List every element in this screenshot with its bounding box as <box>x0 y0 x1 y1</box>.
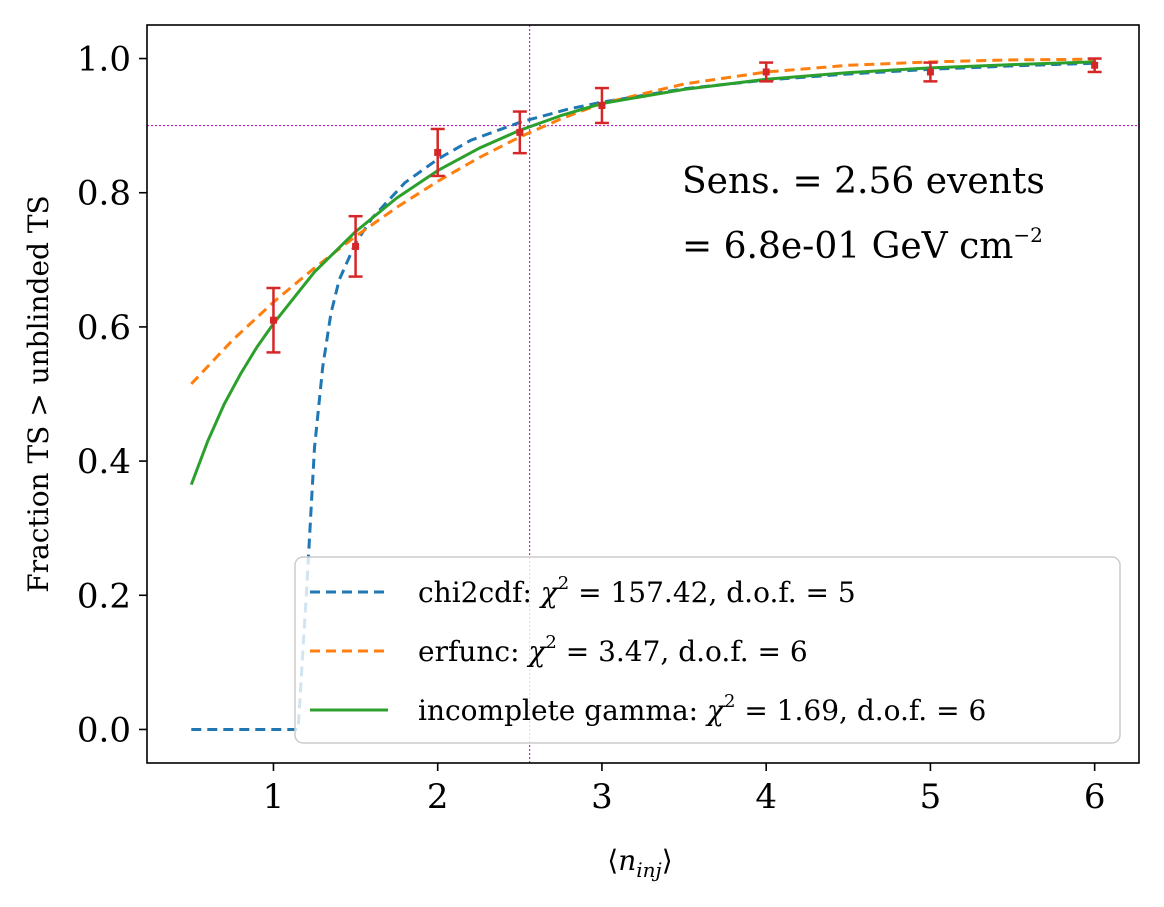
y-tick-label: 1.0 <box>77 40 131 80</box>
reference-lines <box>147 25 1139 763</box>
data-point <box>598 102 606 110</box>
y-tick-label: 0.4 <box>77 442 131 482</box>
y-tick-label: 0.0 <box>77 710 131 750</box>
y-axis-label: Fraction TS > unblinded TS <box>22 195 55 592</box>
data-point <box>762 68 770 76</box>
legend-box <box>294 556 1121 744</box>
data-point <box>352 242 360 250</box>
legend: chi2cdf: χ2 = 157.42, d.o.f. = 5 erfunc: … <box>294 556 1121 744</box>
data-points-layer <box>266 57 1102 354</box>
data-point <box>1091 61 1099 69</box>
series-line-erfunc <box>190 57 1095 385</box>
axis-ticks: 1 2 3 4 5 6 0.0 0.2 0.4 0.6 0.8 1.0 <box>77 40 1106 817</box>
legend-label-incomplete-gamma: incomplete gamma: χ2 = 1.69, d.o.f. = 6 <box>418 691 986 727</box>
data-point <box>516 128 524 136</box>
plot-frame <box>146 24 1140 764</box>
sensitivity-annotation-line2: = 6.8e-01 GeV cm−2 <box>682 223 1043 267</box>
x-tick-label: 6 <box>1084 777 1106 817</box>
x-tick-label: 4 <box>755 777 777 817</box>
legend-label-erfunc: erfunc: χ2 = 3.47, d.o.f. = 6 <box>418 632 808 668</box>
y-tick-label: 0.8 <box>77 174 131 214</box>
data-point <box>434 148 442 156</box>
y-tick-label: 0.2 <box>77 576 131 616</box>
data-point <box>269 316 277 324</box>
series-line-incomplete-gamma <box>189 60 1095 486</box>
data-point <box>926 68 934 76</box>
x-tick-label: 3 <box>591 777 613 817</box>
y-tick-label: 0.6 <box>77 308 131 348</box>
x-tick-label: 2 <box>427 777 449 817</box>
legend-label-chi2cdf: chi2cdf: χ2 = 157.42, d.o.f. = 5 <box>418 573 856 609</box>
sensitivity-annotation-line1: Sens. = 2.56 events <box>682 161 1045 202</box>
x-tick-label: 1 <box>263 777 285 817</box>
x-tick-label: 5 <box>920 777 942 817</box>
